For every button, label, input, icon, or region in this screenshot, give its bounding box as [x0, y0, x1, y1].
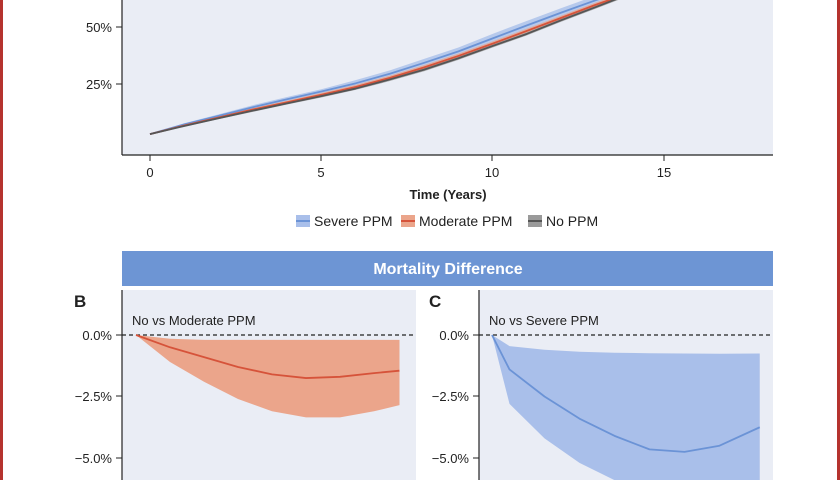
panel-c-severe-difference: C No vs Severe PPM 0.0% −2.5% −5.0% [429, 290, 773, 480]
series-line-no-ppm [149, 0, 617, 136]
confidence-band-panel-c-series-0 [492, 335, 760, 480]
banner-title: Mortality Difference [373, 261, 522, 278]
panel-a-cumulative-mortality: 50% 25% 0 5 10 15 Time (Years) [86, 0, 773, 202]
panel-c-bands [492, 335, 760, 480]
confidence-band-moderate-ppm [150, 0, 616, 135]
panel-b-ytick-label: −5.0% [75, 451, 113, 466]
panel-a-lines [149, 0, 617, 136]
series-line-panel-c-series-0 [491, 334, 761, 453]
panel-a-xtick-label: 10 [485, 165, 499, 180]
panel-a-plot-bg [122, 0, 773, 155]
confidence-band-severe-ppm [150, 0, 610, 135]
panel-a-ytick-label: 25% [86, 77, 112, 92]
series-line-severe-ppm [149, 0, 600, 136]
panel-c-letter: C [429, 292, 441, 311]
banner-bar [122, 251, 773, 286]
panel-c-label: No vs Severe PPM [489, 313, 599, 328]
legend-label-none: No PPM [546, 213, 598, 229]
panel-b-lines [135, 334, 400, 379]
panel-c-ytick-label: −5.0% [432, 451, 470, 466]
panel-c-ytick-label: 0.0% [439, 328, 469, 343]
legend-label-severe: Severe PPM [314, 213, 393, 229]
panel-c-lines [491, 334, 761, 453]
panel-a-xtick-label: 0 [146, 165, 153, 180]
panel-a-x-ticks: 0 5 10 15 [146, 155, 671, 180]
panel-b-ytick-label: −2.5% [75, 389, 113, 404]
legend: Severe PPM Moderate PPM No PPM [296, 213, 598, 229]
legend-label-moderate: Moderate PPM [419, 213, 512, 229]
panel-b-letter: B [74, 292, 86, 311]
panel-a-xtick-label: 15 [657, 165, 671, 180]
panel-b-moderate-difference: B No vs Moderate PPM 0.0% −2.5% −5.0% [74, 290, 416, 480]
panel-b-label: No vs Moderate PPM [132, 313, 256, 328]
panel-a-xtick-label: 5 [317, 165, 324, 180]
panel-a-x-axis-title: Time (Years) [409, 187, 486, 202]
panel-b-ytick-label: 0.0% [82, 328, 112, 343]
panel-a-bands [150, 0, 619, 135]
panel-a-ytick-label: 50% [86, 20, 112, 35]
series-line-panel-b-series-0 [135, 334, 400, 379]
panel-c-ytick-label: −2.5% [432, 389, 470, 404]
panel-a-y-ticks: 50% 25% [86, 20, 122, 92]
